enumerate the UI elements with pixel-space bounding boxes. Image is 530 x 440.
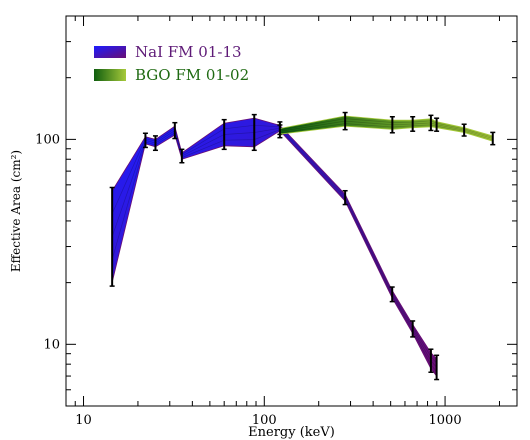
series-nai-error-bar (152, 135, 158, 152)
legend-label: NaI FM 01-13 (135, 43, 242, 61)
series-bgo-error-bar (389, 115, 395, 134)
series-bgo-error-bar (277, 124, 283, 139)
series-nai-error-bar (342, 189, 348, 206)
series-nai-error-bar (109, 186, 115, 287)
x-tick-label: 100 (252, 413, 277, 428)
x-tick-label: 10 (75, 413, 92, 428)
series-nai-error-bar (221, 118, 227, 151)
series-nai-band (111, 117, 438, 378)
y-tick-label: 10 (43, 337, 60, 352)
series-nai-error-bar (251, 113, 257, 152)
series-bgo-error-bar (428, 114, 434, 132)
series-bgo-detector-line (279, 123, 493, 141)
legend-swatch (94, 69, 126, 81)
series-nai-error-bar (179, 148, 185, 164)
series-nai-detector-line (111, 129, 437, 372)
legend-item: BGO FM 01-02 (94, 66, 249, 84)
series-bgo-error-bar (434, 117, 440, 132)
series-nai-error-bar (142, 132, 148, 149)
series-nai (109, 113, 440, 381)
series-nai-error-bar (428, 348, 434, 373)
series-bgo-error-bar (461, 123, 467, 137)
x-axis-label: Energy (keV) (248, 425, 335, 440)
series-bgo (277, 111, 496, 146)
series-bgo-error-bar (410, 115, 416, 132)
series-bgo-error-bar (342, 111, 348, 131)
legend-item: NaI FM 01-13 (94, 43, 242, 61)
series-nai-error-bar (389, 286, 395, 303)
series-nai-detector-line (111, 127, 437, 368)
legend: NaI FM 01-13 BGO FM 01-02 (94, 43, 249, 84)
series-nai-error-bar (410, 320, 416, 338)
y-axis-label: Effective Area (cm²) (9, 150, 23, 272)
series-nai-detector-line (111, 124, 437, 364)
legend-label: BGO FM 01-02 (135, 66, 249, 84)
series-bgo-error-bar (490, 131, 496, 146)
series-nai-error-bar (434, 354, 440, 381)
series-nai-error-bar (172, 121, 178, 140)
legend-swatch (94, 46, 126, 58)
y-tick-label: 100 (35, 132, 60, 147)
series-bgo-detector-line (279, 118, 493, 138)
x-tick-label: 1000 (429, 413, 462, 428)
plot-area (109, 111, 496, 381)
plot-frame (65, 15, 518, 407)
series-bgo-detector-line (279, 120, 493, 139)
axes: 10 100 1000 10 100 (35, 15, 517, 428)
